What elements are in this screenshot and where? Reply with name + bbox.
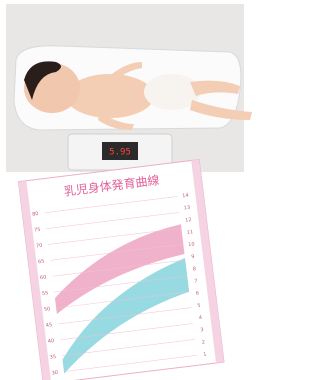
left-axis-label: 50 — [44, 306, 51, 313]
right-axis-label: 12 — [185, 217, 192, 224]
baby-body — [66, 74, 154, 118]
left-axis-label: 65 — [38, 259, 45, 266]
left-axis-label: 55 — [42, 290, 49, 297]
left-axis-label: 35 — [49, 354, 56, 361]
growth-chart-card: 乳児身体発育曲線 8075706560555045403530141312111… — [18, 160, 224, 380]
right-axis-label: 14 — [182, 193, 189, 200]
left-axis-label: 45 — [46, 322, 53, 329]
left-axis-label: 75 — [34, 227, 41, 234]
right-axis-label: 11 — [186, 229, 193, 236]
left-axis-label: 30 — [51, 370, 58, 377]
left-axis-label: 40 — [47, 338, 54, 345]
scale-reading: 5.95 — [109, 148, 131, 158]
left-axis-label: 80 — [32, 211, 39, 218]
left-axis-label: 70 — [36, 243, 43, 250]
photo: 5.95 — [6, 4, 252, 172]
left-axis-label: 60 — [40, 275, 47, 282]
right-axis-label: 10 — [188, 241, 195, 248]
scene: 5.95 乳児身体発育曲線 80757065605550454035301413… — [0, 0, 259, 380]
right-axis-label: 13 — [183, 205, 190, 212]
